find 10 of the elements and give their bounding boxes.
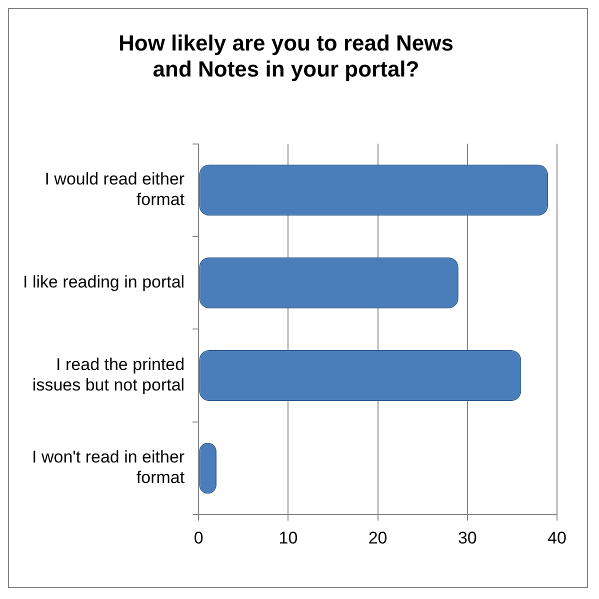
y-tick-label: I would read either format	[44, 170, 185, 210]
x-tick-label: 10	[278, 528, 298, 548]
x-tick-label: 0	[194, 528, 204, 548]
x-tick-label: 40	[548, 528, 566, 548]
y-tick-label: I like reading in portal	[23, 272, 185, 292]
x-tick-label: 20	[368, 528, 388, 548]
y-tick-label: I won't read in either format	[32, 448, 185, 488]
y-tick-label: I read the printed issues but not portal	[32, 355, 185, 394]
x-tick-label: 30	[458, 528, 477, 548]
chart-title: How likely are you to read News and Notes in your portal?	[118, 30, 454, 82]
